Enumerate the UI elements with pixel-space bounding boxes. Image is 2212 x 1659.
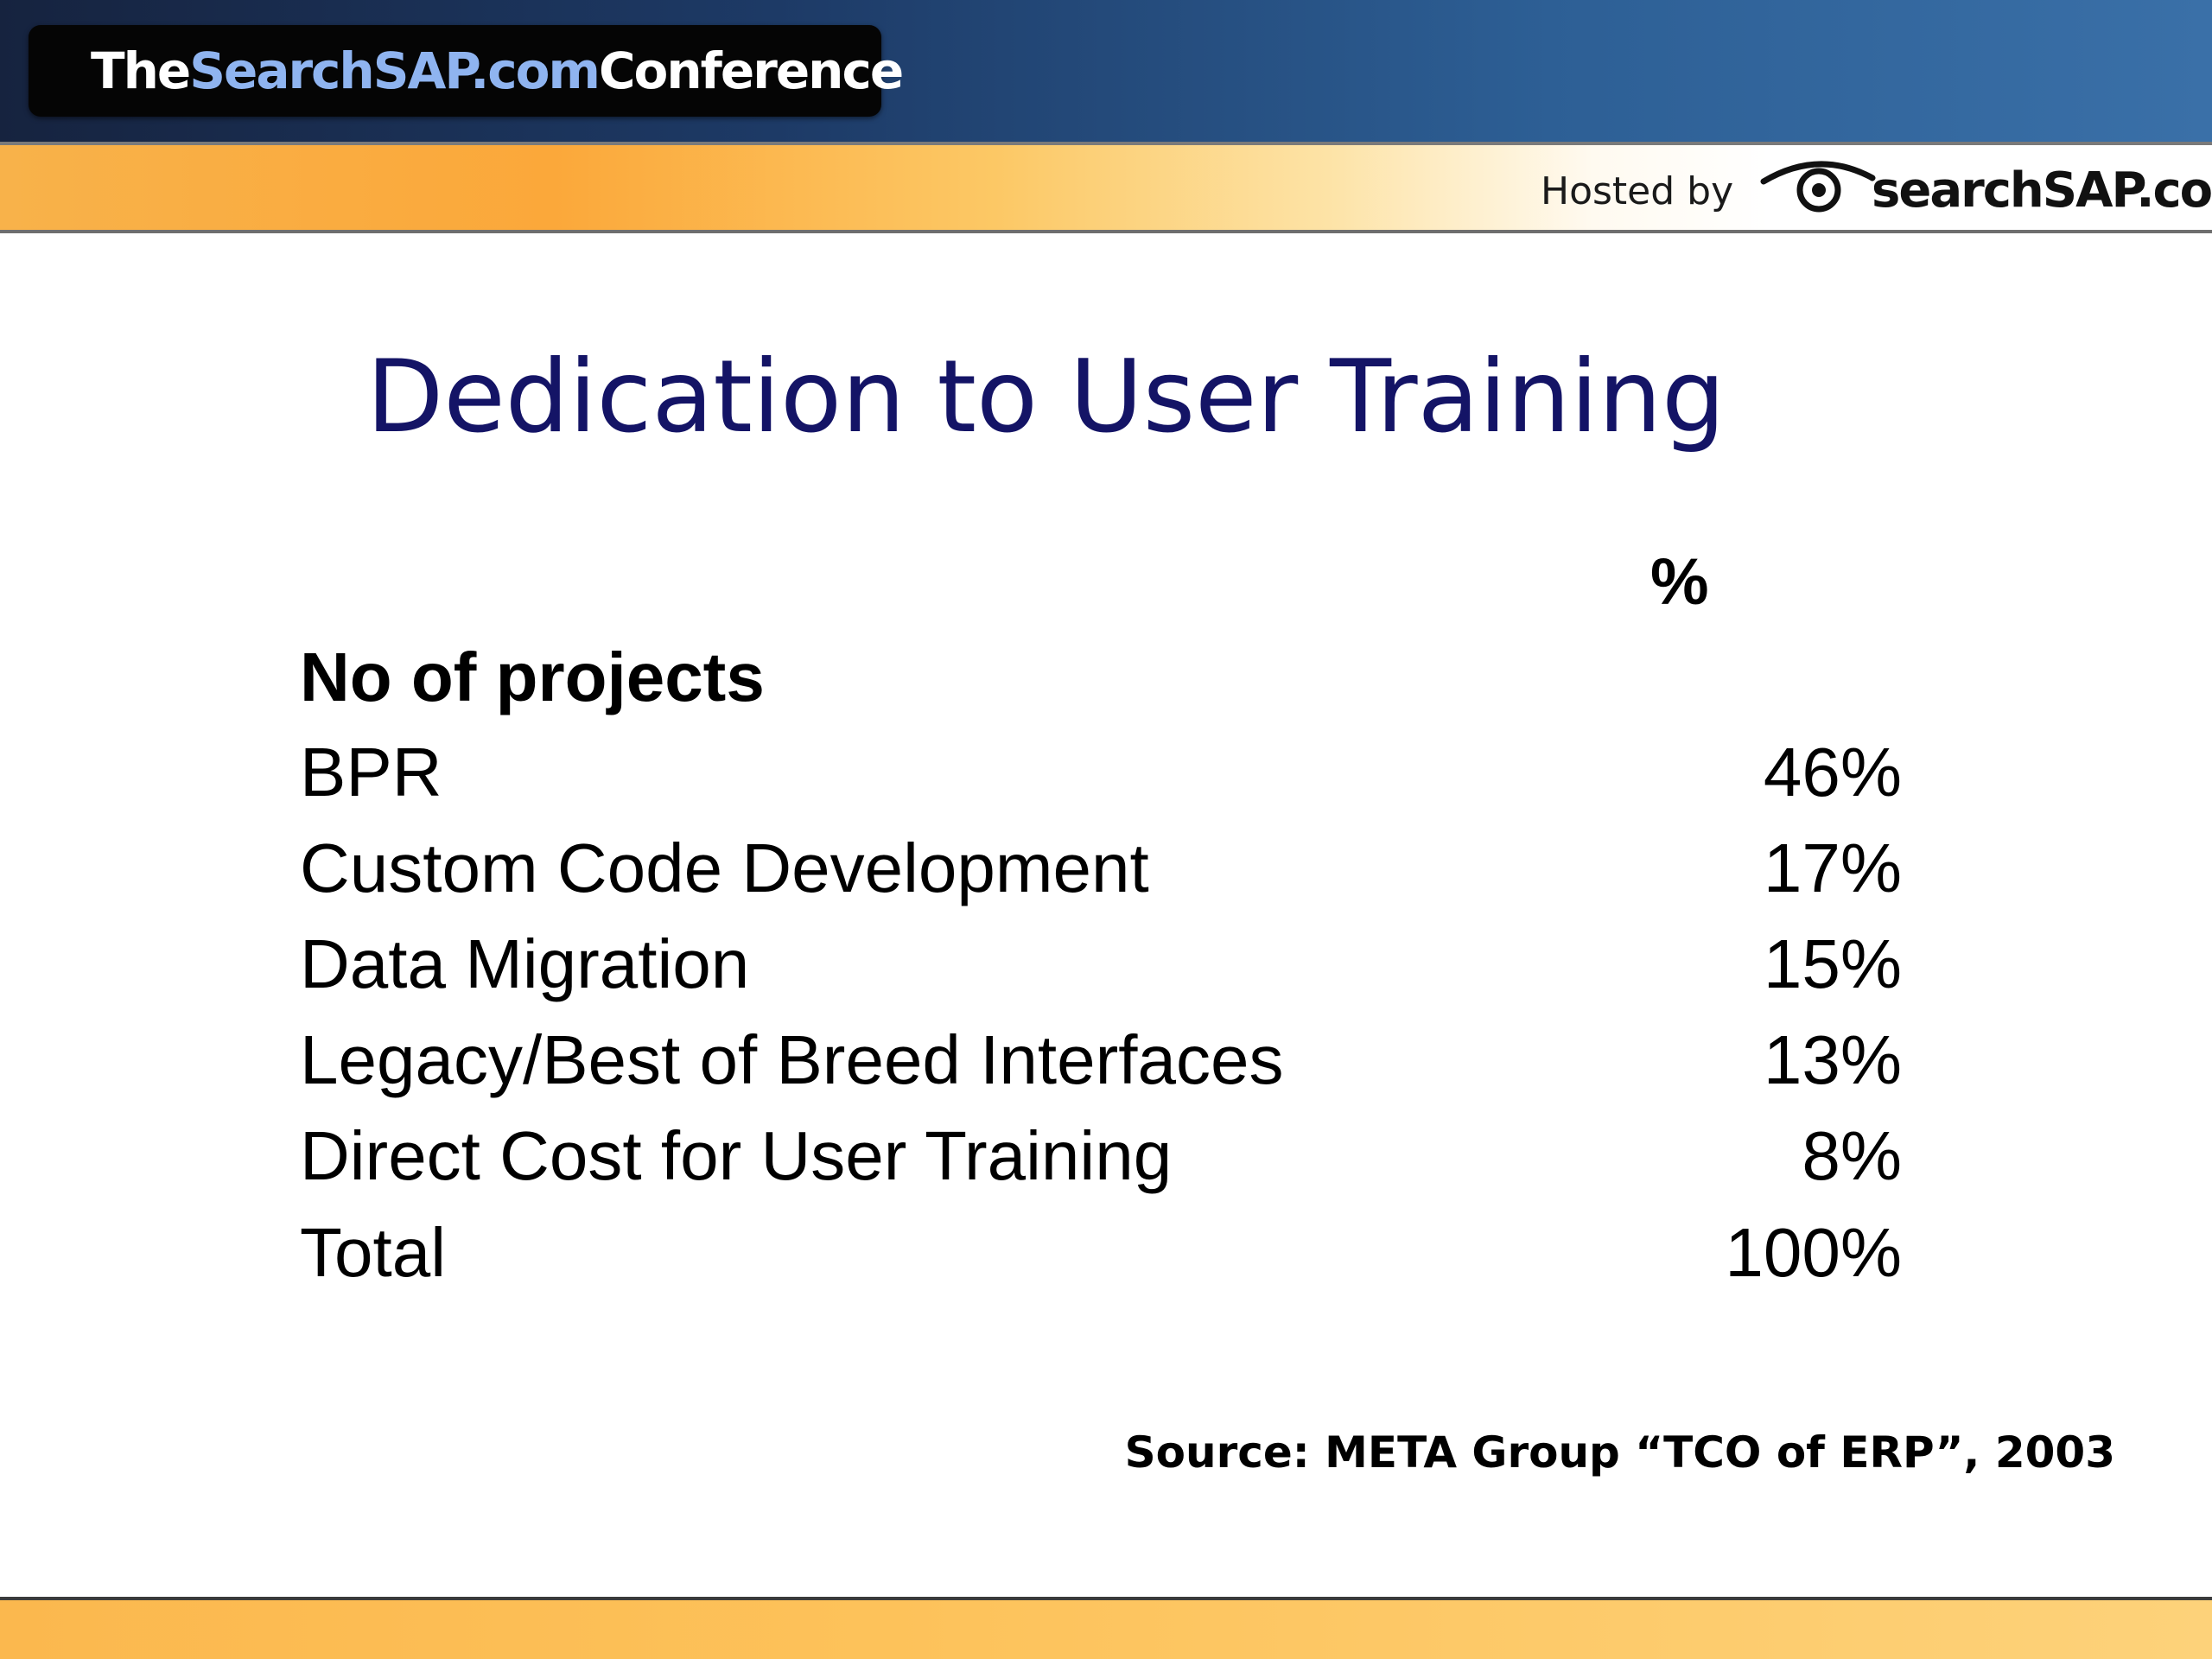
footer-band: [0, 1600, 2212, 1659]
row-label: Data Migration: [300, 925, 750, 1002]
table-row-total: Total 100%: [300, 1213, 1902, 1300]
hosted-by-label: Hosted by: [1541, 169, 1734, 213]
table-row: Custom Code Development 17%: [300, 829, 1902, 915]
row-value: 46%: [1763, 734, 1902, 810]
conference-banner: The SearchSAP.com Conference: [29, 25, 904, 117]
orange-band: [0, 145, 2212, 230]
row-value: 100%: [1725, 1214, 1902, 1291]
row-label: Direct Cost for User Training: [300, 1117, 1173, 1194]
row-value: 17%: [1763, 830, 1902, 906]
table-row: BPR 46%: [300, 733, 1902, 819]
footer-divider: [0, 1597, 2212, 1600]
table-row: Data Migration 15%: [300, 925, 1902, 1011]
source-citation: Source: META Group “TCO of ERP”, 2003: [1124, 1427, 2115, 1478]
table-row: Legacy/Best of Breed Interfaces 13%: [300, 1020, 1902, 1107]
slide-title: Dedication to User Training: [366, 339, 1726, 455]
orange-divider: [0, 230, 2212, 233]
table-row: Direct Cost for User Training 8%: [300, 1116, 1902, 1203]
row-label: Legacy/Best of Breed Interfaces: [300, 1021, 1284, 1098]
percent-column-header: %: [1650, 545, 1709, 619]
row-value: 8%: [1802, 1117, 1902, 1194]
header-divider: [0, 142, 2212, 145]
row-label: BPR: [300, 734, 442, 810]
row-value: 13%: [1763, 1021, 1902, 1098]
brand-prefix: The: [91, 41, 191, 100]
row-label: Total: [300, 1214, 446, 1291]
brand-highlight: SearchSAP.com: [189, 41, 601, 100]
row-value: 15%: [1763, 925, 1902, 1002]
brand-suffix: Conference: [598, 41, 904, 100]
eye-icon: [1760, 161, 1876, 213]
table-heading: No of projects: [300, 639, 765, 715]
host-logo-text: searchSAP.com: [1872, 162, 2212, 219]
row-label: Custom Code Development: [300, 830, 1149, 906]
